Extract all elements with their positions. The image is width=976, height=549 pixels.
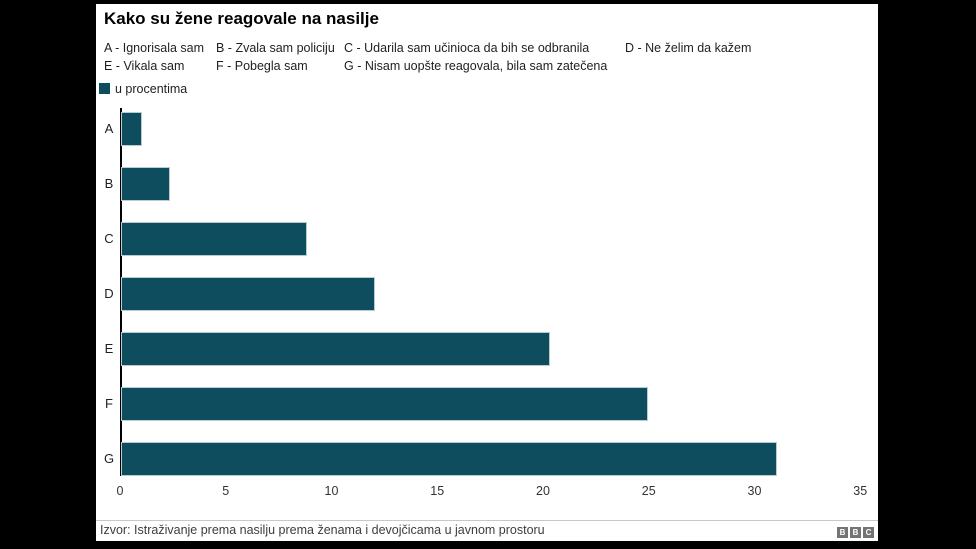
- bar-d: [121, 277, 375, 311]
- x-tick-5: 5: [222, 484, 230, 498]
- category-label-c: C: [104, 231, 114, 246]
- bar-g: [121, 442, 777, 476]
- x-tick-30: 30: [747, 484, 762, 498]
- y-axis-line: [120, 108, 122, 476]
- legend-item-d: D - Ne želim da kažem: [625, 41, 752, 55]
- bar-c: [121, 222, 308, 256]
- source-caption: Izvor: Istraživanje prema nasilju prema …: [100, 523, 545, 537]
- legend-item-c: C - Udarila sam učinioca da bih se odbra…: [344, 41, 590, 55]
- category-label-a: A: [104, 121, 114, 136]
- category-label-f: F: [105, 396, 113, 411]
- x-tick-15: 15: [430, 484, 445, 498]
- legend-key-label: u procentima: [115, 82, 188, 96]
- bar-a: [121, 112, 143, 146]
- legend-item-g: G - Nisam uopšte reagovala, bila sam zat…: [344, 59, 608, 73]
- bbc-logo-block-3: C: [863, 527, 874, 538]
- category-label-e: E: [104, 341, 114, 356]
- x-tick-20: 20: [536, 484, 550, 498]
- bbc-logo-block-2: B: [850, 527, 861, 538]
- legend-item-b: B - Zvala sam policiju: [216, 41, 335, 55]
- chart-card: Kako su žene reagovale na nasilje A - Ig…: [96, 4, 878, 541]
- legend-item-f: F - Pobegla sam: [216, 59, 308, 73]
- x-tick-35: 35: [853, 484, 868, 498]
- footer-divider: [96, 520, 878, 521]
- bbc-logo-block-1: B: [837, 527, 848, 538]
- bar-f: [121, 387, 648, 421]
- x-tick-25: 25: [641, 484, 656, 498]
- x-tick-10: 10: [324, 484, 339, 498]
- category-label-d: D: [104, 286, 114, 301]
- category-label-b: B: [104, 176, 114, 191]
- x-tick-0: 0: [116, 484, 124, 498]
- bar-e: [121, 332, 551, 366]
- category-label-g: G: [103, 451, 115, 466]
- bar-b: [121, 167, 170, 201]
- legend-item-a: A - Ignorisala sam: [104, 41, 205, 55]
- chart-title: Kako su žene reagovale na nasilje: [104, 9, 379, 28]
- legend-item-e: E - Vikala sam: [104, 59, 185, 73]
- legend-key-swatch: [99, 83, 110, 94]
